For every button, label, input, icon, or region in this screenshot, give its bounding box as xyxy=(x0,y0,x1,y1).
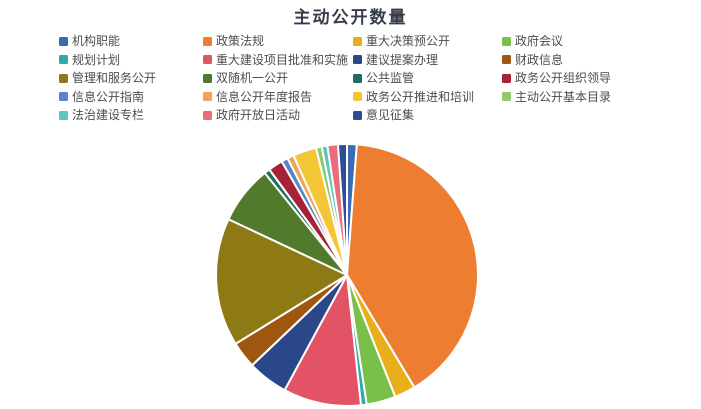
legend-label: 意见征集 xyxy=(366,108,415,123)
legend-label: 财政信息 xyxy=(515,52,564,67)
legend: 机构职能 政策法规 重大决策预公开 政府会议规划计划 重大建设项目批准和实施 建议提案办理… xyxy=(59,32,611,125)
legend-item-3[interactable]: 政府会议 xyxy=(502,32,611,51)
legend-marker-icon xyxy=(203,73,212,83)
legend-label: 政务公开组织领导 xyxy=(515,71,612,86)
legend-item-7[interactable]: 财政信息 xyxy=(502,51,611,70)
pie-slice-1[interactable] xyxy=(346,143,479,389)
legend-item-4[interactable]: 规划计划 xyxy=(59,51,203,70)
legend-marker-icon xyxy=(59,110,68,120)
legend-label: 规划计划 xyxy=(72,52,121,67)
legend-label: 建议提案办理 xyxy=(366,52,439,67)
legend-label: 政策法规 xyxy=(216,34,265,49)
pie-slice-8[interactable] xyxy=(215,218,348,345)
legend-marker-icon xyxy=(203,55,212,65)
pie-chart xyxy=(215,142,479,407)
legend-marker-icon xyxy=(203,92,212,102)
legend-item-5[interactable]: 重大建设项目批准和实施 xyxy=(203,51,353,70)
legend-label: 信息公开年度报告 xyxy=(216,89,313,104)
legend-marker-icon xyxy=(353,55,362,65)
pie-slice-18[interactable] xyxy=(336,142,348,276)
legend-label: 法治建设专栏 xyxy=(72,108,145,123)
legend-item-16[interactable]: 法治建设专栏 xyxy=(59,106,203,125)
legend-label: 管理和服务公开 xyxy=(72,71,157,86)
legend-item-0[interactable]: 机构职能 xyxy=(59,32,203,51)
legend-item-12[interactable]: 信息公开指南 xyxy=(59,88,203,107)
legend-marker-icon xyxy=(353,36,362,46)
legend-item-18[interactable]: 意见征集 xyxy=(353,106,502,125)
legend-item-1[interactable]: 政策法规 xyxy=(203,32,353,51)
legend-marker-icon xyxy=(353,92,362,102)
legend-label: 重大建设项目批准和实施 xyxy=(216,52,349,67)
legend-marker-icon xyxy=(502,92,511,102)
legend-marker-icon xyxy=(502,36,511,46)
legend-marker-icon xyxy=(59,92,68,102)
legend-label: 政府会议 xyxy=(515,34,564,49)
legend-item-10[interactable]: 公共监管 xyxy=(353,69,502,88)
legend-marker-icon xyxy=(59,55,68,65)
legend-marker-icon xyxy=(203,110,212,120)
legend-label: 信息公开指南 xyxy=(72,89,145,104)
legend-marker-icon xyxy=(203,36,212,46)
legend-item-17[interactable]: 政府开放日活动 xyxy=(203,106,353,125)
legend-item-6[interactable]: 建议提案办理 xyxy=(353,51,502,70)
legend-label: 机构职能 xyxy=(72,34,121,49)
legend-label: 政府开放日活动 xyxy=(216,108,301,123)
legend-item-14[interactable]: 政务公开推进和培训 xyxy=(353,88,502,107)
legend-item-9[interactable]: 双随机一公开 xyxy=(203,69,353,88)
legend-label: 双随机一公开 xyxy=(216,71,289,86)
pie-slice-5[interactable] xyxy=(283,274,362,407)
legend-item-15[interactable]: 主动公开基本目录 xyxy=(502,88,611,107)
legend-marker-icon xyxy=(502,55,511,65)
legend-label: 重大决策预公开 xyxy=(366,34,451,49)
legend-item-11[interactable]: 政务公开组织领导 xyxy=(502,69,611,88)
legend-marker-icon xyxy=(59,73,68,83)
legend-item-8[interactable]: 管理和服务公开 xyxy=(59,69,203,88)
legend-marker-icon xyxy=(353,110,362,120)
legend-item-2[interactable]: 重大决策预公开 xyxy=(353,32,502,51)
chart-title: 主动公开数量 xyxy=(293,8,408,27)
legend-marker-icon xyxy=(59,36,68,46)
legend-label: 政务公开推进和培训 xyxy=(366,89,475,104)
legend-label: 主动公开基本目录 xyxy=(515,89,612,104)
legend-marker-icon xyxy=(353,73,362,83)
legend-label: 公共监管 xyxy=(366,71,415,86)
legend-marker-icon xyxy=(502,73,511,83)
legend-item-13[interactable]: 信息公开年度报告 xyxy=(203,88,353,107)
